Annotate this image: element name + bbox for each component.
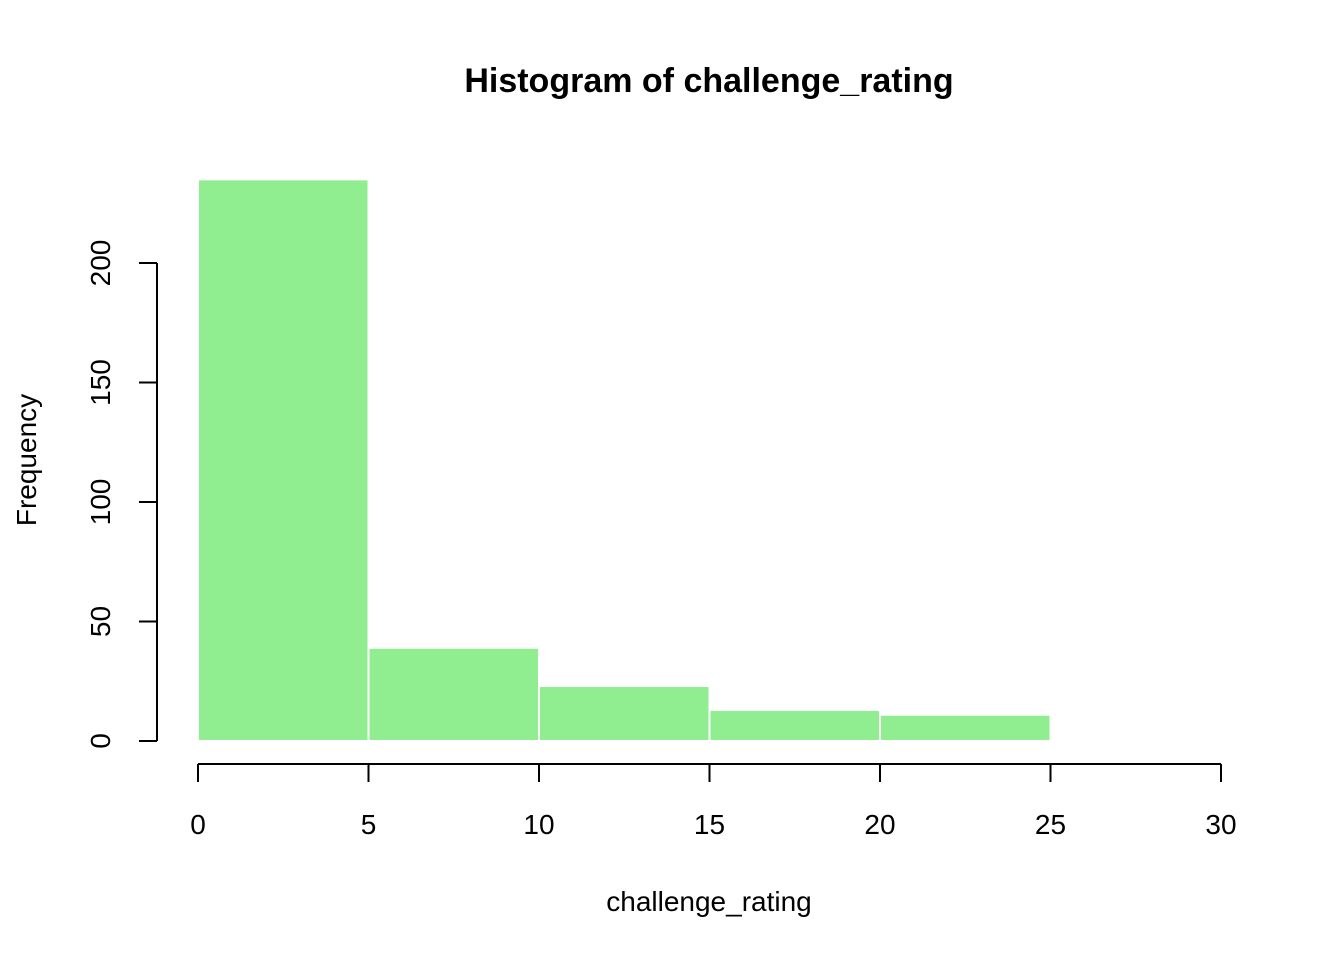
x-tick-label-1: 5 [361, 809, 377, 840]
x-axis: 0 5 10 15 20 25 30 [190, 763, 1237, 840]
y-tick-label-3: 150 [85, 359, 116, 406]
histogram-bar-3 [708, 708, 881, 742]
x-tick-label-0: 0 [190, 809, 206, 840]
y-tick-label-2: 100 [85, 479, 116, 526]
x-tick-label-6: 30 [1205, 809, 1236, 840]
y-tick-label-0: 0 [85, 733, 116, 749]
x-tick-label-3: 15 [694, 809, 725, 840]
histogram-bar-0 [197, 178, 370, 743]
bars-group [197, 178, 1052, 743]
histogram-bar-1 [367, 646, 540, 742]
y-axis-label: Frequency [11, 394, 42, 526]
x-tick-label-4: 20 [864, 809, 895, 840]
y-axis: 0 50 100 150 200 [85, 240, 158, 749]
x-tick-label-5: 25 [1035, 809, 1066, 840]
chart-title: Histogram of challenge_rating [464, 62, 953, 100]
x-tick-label-2: 10 [523, 809, 554, 840]
histogram-bar-2 [538, 685, 711, 743]
y-tick-label-1: 50 [85, 606, 116, 637]
histogram-bar-4 [879, 713, 1052, 743]
y-tick-label-4: 200 [85, 240, 116, 287]
x-axis-label: challenge_rating [606, 886, 812, 917]
